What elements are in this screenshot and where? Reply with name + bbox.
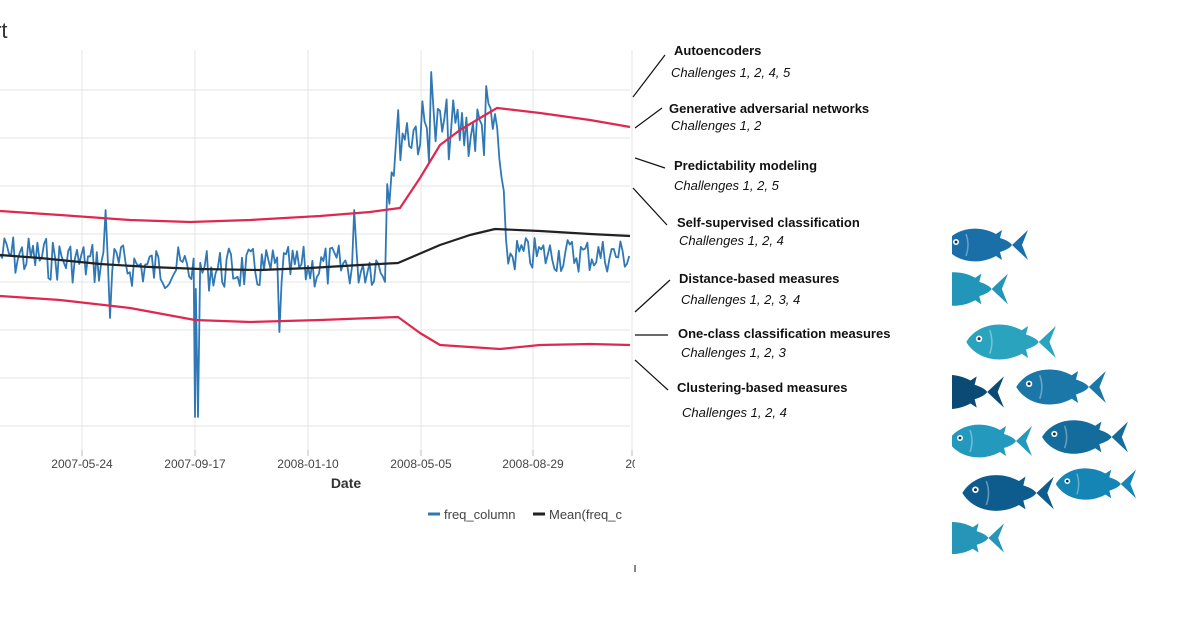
chart-grid xyxy=(0,50,633,450)
annotation-title: Generative adversarial networks xyxy=(669,101,870,116)
series-upper-bound-line xyxy=(0,106,631,224)
connector-line xyxy=(632,187,668,226)
time-series-chart: rt 32007-05-242007-09-172008-01-102008-0… xyxy=(0,18,635,522)
annotation-distance: Distance-based measures Challenges 1, 2,… xyxy=(679,271,939,307)
x-tick-label: 2007-05-24 xyxy=(51,457,113,471)
fish-icon xyxy=(952,521,1005,555)
fish-icon xyxy=(952,271,1009,307)
annotation-challenges: Challenges 1, 2, 4 xyxy=(682,405,787,420)
annotation-predictability: Predictability modeling Challenges 1, 2,… xyxy=(674,158,934,193)
series-freq-line xyxy=(0,71,631,418)
fish-icon xyxy=(952,423,1033,459)
annotation-connectors xyxy=(632,54,671,572)
connector-line xyxy=(634,359,669,391)
connector-line xyxy=(634,107,663,129)
annotation-challenges: Challenges 1, 2, 4 xyxy=(679,233,784,248)
x-tick-label: 2008-05-05 xyxy=(390,457,452,471)
fish-icon xyxy=(952,374,1005,410)
annotation-title: One-class classification measures xyxy=(678,326,891,341)
fish-icon xyxy=(952,227,1029,263)
x-tick-label: 2008-01-10 xyxy=(277,457,339,471)
connector-line xyxy=(632,54,666,98)
connector-line xyxy=(634,157,666,169)
x-tick-label: 2007-09-17 xyxy=(164,457,226,471)
annotation-challenges: Challenges 1, 2, 3 xyxy=(681,345,786,360)
fish-icon xyxy=(1055,467,1137,501)
connector-line xyxy=(634,279,671,313)
annotation-autoencoders: Autoencoders Challenges 1, 2, 4, 5 xyxy=(671,43,934,80)
x-axis-label: Date xyxy=(331,475,362,491)
x-tick-label: 20 xyxy=(625,457,635,471)
annotation-title: Predictability modeling xyxy=(674,158,818,173)
series-mean-line xyxy=(0,227,631,272)
annotation-title: Clustering-based measures xyxy=(677,380,848,395)
annotation-title: Self-supervised classification xyxy=(677,215,860,230)
annotation-clustering: Clustering-based measures Challenges 1, … xyxy=(677,380,937,420)
legend-item-freq: freq_column xyxy=(444,507,516,522)
annotation-title: Distance-based measures xyxy=(679,271,840,286)
annotation-one-class: One-class classification measures Challe… xyxy=(678,326,938,360)
series-lower-bound-line xyxy=(0,294,631,351)
annotation-challenges: Challenges 1, 2 xyxy=(671,118,762,133)
chart-title-fragment: rt xyxy=(0,18,7,43)
x-axis-ticks: 32007-05-242007-09-172008-01-102008-05-0… xyxy=(51,450,635,471)
annotation-challenges: Challenges 1, 2, 3, 4 xyxy=(681,292,801,307)
fish-school-icon xyxy=(952,227,1137,555)
fish-icon xyxy=(1041,419,1129,455)
fish-icon xyxy=(1015,368,1107,406)
annotation-gan: Generative adversarial networks Challeng… xyxy=(669,101,929,133)
chart-series xyxy=(0,71,631,418)
annotation-challenges: Challenges 1, 2, 4, 5 xyxy=(671,65,791,80)
fish-icon xyxy=(965,323,1057,361)
x-tick-label: 2008-08-29 xyxy=(502,457,564,471)
annotation-title: Autoencoders xyxy=(674,43,762,58)
legend-item-mean: Mean(freq_c xyxy=(549,507,622,522)
annotation-challenges: Challenges 1, 2, 5 xyxy=(674,178,779,193)
fish-icon xyxy=(961,474,1055,512)
annotation-self-supervised: Self-supervised classification Challenge… xyxy=(677,215,937,248)
chart-legend: freq_column Mean(freq_c xyxy=(428,507,622,522)
